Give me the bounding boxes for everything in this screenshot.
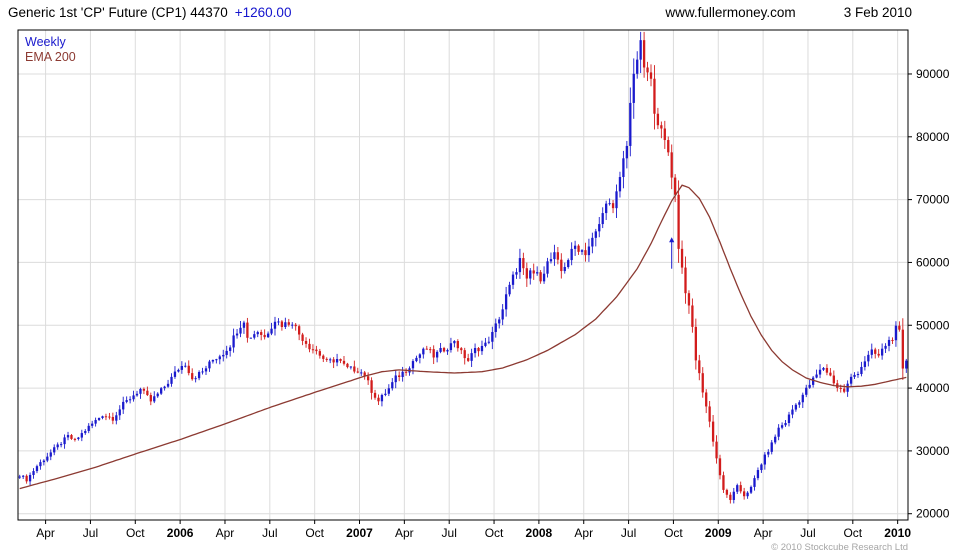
y-tick-label: 30000	[916, 444, 950, 458]
x-tick-label: Oct	[664, 526, 683, 540]
plot-border	[17, 29, 909, 521]
x-tick-label: 2010	[884, 526, 911, 540]
y-tick-label: 60000	[916, 255, 950, 269]
chart-header: Generic 1st 'CP' Future (CP1) 44370 +1260…	[8, 5, 912, 20]
x-tick-label: Apr	[754, 526, 773, 540]
x-tick-label: 2008	[526, 526, 553, 540]
x-tick-label: Apr	[574, 526, 593, 540]
x-tick-label: Apr	[36, 526, 55, 540]
header-right-block: www.fullermoney.com 3 Feb 2010	[665, 5, 912, 20]
website-link[interactable]: www.fullermoney.com	[665, 5, 796, 20]
x-tick-label: Oct	[305, 526, 324, 540]
x-tick-label: Jul	[621, 526, 636, 540]
y-axis-labels: 20000 30000 40000 50000 60000 70000 80000 90000	[916, 67, 950, 521]
x-tick-label: Jul	[262, 526, 277, 540]
footer-layer: © 2010 Stockcube Research Ltd	[771, 542, 908, 553]
y-tick-label: 40000	[916, 381, 950, 395]
price-change: +1260.00	[234, 5, 292, 20]
x-tick-label: Apr	[395, 526, 414, 540]
x-tick-label: Oct	[126, 526, 145, 540]
x-tick-label: 2006	[167, 526, 194, 540]
legend-ema-200: EMA 200	[25, 50, 76, 64]
x-tick-label: 2007	[346, 526, 373, 540]
x-tick-label: Oct	[485, 526, 504, 540]
ema-line	[19, 184, 907, 490]
annotation-arrow	[669, 237, 675, 269]
y-tick-label: 70000	[916, 193, 950, 207]
axes-layer	[17, 29, 912, 524]
legend-weekly: Weekly	[25, 35, 67, 49]
instrument-title: Generic 1st 'CP' Future (CP1) 44370	[8, 5, 228, 20]
y-tick-label: 80000	[916, 130, 950, 144]
x-tick-label: Jul	[83, 526, 98, 540]
x-tick-label: Jul	[442, 526, 457, 540]
candles-layer	[18, 31, 908, 504]
x-tick-label: Jul	[800, 526, 815, 540]
y-tick-label: 90000	[916, 67, 950, 81]
y-tick-label: 50000	[916, 318, 950, 332]
x-tick-label: Apr	[216, 526, 235, 540]
y-tick-label: 20000	[916, 507, 950, 521]
copyright-notice: © 2010 Stockcube Research Ltd	[771, 542, 908, 553]
x-tick-label: Oct	[843, 526, 862, 540]
x-tick-label: 2009	[705, 526, 732, 540]
grid-layer	[18, 30, 908, 520]
x-axis-labels: Apr Jul Oct 2006 Apr Jul Oct 2007 Apr Jul Oct 2008 A…	[36, 526, 911, 540]
chart-date: 3 Feb 2010	[843, 5, 912, 20]
chart-title-block: Generic 1st 'CP' Future (CP1) 44370 +1260…	[8, 5, 291, 20]
